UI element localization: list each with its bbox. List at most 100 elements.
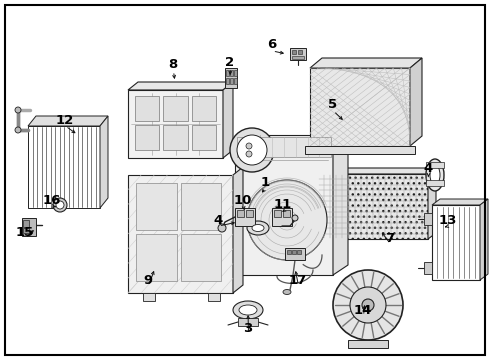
- Text: 11: 11: [274, 198, 292, 211]
- Bar: [163, 96, 188, 121]
- Bar: [230, 70, 233, 76]
- Bar: [246, 210, 253, 217]
- Bar: [226, 70, 229, 76]
- Polygon shape: [28, 126, 100, 208]
- Bar: [237, 210, 244, 217]
- Text: 14: 14: [354, 303, 372, 316]
- Circle shape: [282, 215, 292, 225]
- Circle shape: [237, 135, 267, 165]
- Bar: [234, 70, 237, 76]
- Polygon shape: [28, 116, 108, 126]
- Text: 17: 17: [289, 274, 307, 287]
- Polygon shape: [310, 58, 422, 68]
- Polygon shape: [333, 125, 348, 275]
- Polygon shape: [318, 168, 436, 174]
- Circle shape: [292, 215, 298, 221]
- Bar: [298, 50, 302, 54]
- Polygon shape: [432, 199, 488, 205]
- Ellipse shape: [430, 165, 440, 185]
- Bar: [287, 250, 291, 254]
- Bar: [290, 48, 306, 60]
- Ellipse shape: [239, 305, 257, 315]
- Polygon shape: [128, 82, 233, 90]
- Circle shape: [350, 287, 386, 323]
- Polygon shape: [100, 116, 108, 208]
- Text: 6: 6: [268, 39, 277, 51]
- Bar: [234, 78, 237, 84]
- Bar: [424, 262, 432, 274]
- Bar: [230, 78, 233, 84]
- Circle shape: [247, 180, 327, 260]
- Circle shape: [15, 127, 21, 133]
- Bar: [292, 50, 296, 54]
- Bar: [163, 125, 188, 150]
- Bar: [192, 125, 216, 150]
- Bar: [297, 250, 301, 254]
- Bar: [292, 250, 296, 254]
- Ellipse shape: [247, 221, 269, 235]
- Polygon shape: [233, 167, 243, 293]
- Polygon shape: [310, 68, 410, 146]
- Text: 13: 13: [439, 213, 457, 226]
- Text: 8: 8: [169, 58, 178, 72]
- Polygon shape: [480, 199, 488, 280]
- Text: 4: 4: [423, 162, 433, 175]
- Bar: [285, 248, 305, 260]
- Circle shape: [362, 299, 374, 311]
- Polygon shape: [223, 82, 233, 158]
- Text: 10: 10: [234, 194, 252, 207]
- Polygon shape: [128, 175, 233, 293]
- Polygon shape: [235, 135, 333, 275]
- Bar: [136, 234, 176, 281]
- Text: 7: 7: [386, 231, 394, 244]
- Bar: [22, 218, 36, 236]
- Text: 3: 3: [244, 321, 253, 334]
- Bar: [23, 220, 29, 227]
- Bar: [143, 293, 155, 301]
- Text: 12: 12: [56, 113, 74, 126]
- Bar: [192, 96, 216, 121]
- Bar: [238, 318, 258, 326]
- Bar: [283, 210, 290, 217]
- Bar: [136, 183, 176, 230]
- Ellipse shape: [252, 225, 264, 231]
- Bar: [23, 228, 29, 233]
- Polygon shape: [428, 168, 436, 239]
- Bar: [135, 96, 159, 121]
- Polygon shape: [410, 58, 422, 146]
- Bar: [226, 78, 229, 84]
- Polygon shape: [318, 174, 428, 239]
- Polygon shape: [305, 146, 415, 154]
- Bar: [208, 293, 220, 301]
- Circle shape: [15, 107, 21, 113]
- Circle shape: [53, 198, 67, 212]
- Bar: [180, 183, 221, 230]
- Text: 9: 9: [144, 274, 152, 287]
- Circle shape: [218, 224, 226, 232]
- Text: 15: 15: [16, 225, 34, 238]
- Ellipse shape: [426, 159, 444, 191]
- Bar: [426, 162, 444, 168]
- Bar: [237, 137, 331, 157]
- Circle shape: [230, 128, 274, 172]
- Bar: [424, 213, 432, 225]
- Circle shape: [56, 201, 64, 209]
- Text: 1: 1: [261, 175, 270, 189]
- Polygon shape: [432, 205, 480, 280]
- Bar: [135, 125, 159, 150]
- Bar: [272, 208, 292, 226]
- Bar: [180, 234, 221, 281]
- Bar: [426, 180, 444, 186]
- Bar: [225, 68, 237, 88]
- Circle shape: [246, 151, 252, 157]
- Text: 16: 16: [43, 194, 61, 207]
- Ellipse shape: [233, 301, 263, 319]
- Text: 4: 4: [213, 213, 222, 226]
- Bar: [292, 56, 304, 59]
- Ellipse shape: [283, 289, 291, 294]
- Polygon shape: [128, 90, 223, 158]
- Text: 2: 2: [225, 55, 235, 68]
- Bar: [235, 208, 255, 226]
- Text: 5: 5: [328, 99, 338, 112]
- Bar: [274, 210, 281, 217]
